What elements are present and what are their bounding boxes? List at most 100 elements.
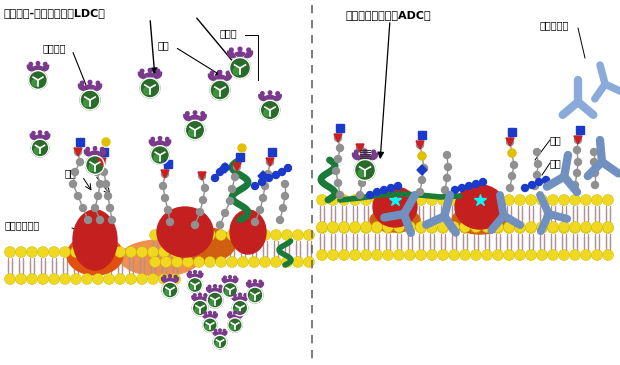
- Circle shape: [172, 257, 182, 268]
- Circle shape: [580, 223, 591, 234]
- Circle shape: [32, 131, 35, 135]
- Circle shape: [394, 182, 402, 189]
- Circle shape: [360, 168, 368, 174]
- Circle shape: [215, 329, 217, 332]
- Circle shape: [80, 90, 100, 110]
- Wedge shape: [206, 288, 213, 292]
- Circle shape: [239, 312, 241, 314]
- Circle shape: [234, 276, 236, 279]
- Text: 抗原: 抗原: [550, 158, 562, 168]
- Circle shape: [219, 329, 221, 331]
- Polygon shape: [506, 138, 514, 146]
- Circle shape: [418, 177, 425, 184]
- Circle shape: [327, 222, 339, 233]
- Circle shape: [254, 280, 257, 283]
- Circle shape: [394, 223, 404, 234]
- Wedge shape: [265, 95, 275, 100]
- Circle shape: [211, 174, 218, 181]
- Circle shape: [207, 292, 223, 308]
- Wedge shape: [156, 141, 164, 145]
- Circle shape: [45, 131, 48, 135]
- Wedge shape: [36, 134, 44, 139]
- Circle shape: [281, 192, 288, 200]
- Bar: [100, 148, 108, 156]
- Circle shape: [415, 223, 427, 234]
- Circle shape: [533, 172, 541, 178]
- Wedge shape: [212, 314, 218, 318]
- Ellipse shape: [67, 235, 123, 275]
- Circle shape: [4, 273, 16, 284]
- Circle shape: [247, 287, 263, 303]
- Circle shape: [37, 62, 40, 65]
- Circle shape: [503, 222, 515, 233]
- Circle shape: [229, 312, 232, 314]
- Circle shape: [580, 195, 591, 205]
- Circle shape: [267, 158, 273, 165]
- Circle shape: [86, 155, 104, 174]
- Circle shape: [591, 250, 603, 261]
- Circle shape: [69, 181, 76, 188]
- Circle shape: [471, 250, 482, 261]
- Wedge shape: [84, 150, 92, 156]
- Circle shape: [360, 250, 371, 261]
- Circle shape: [94, 169, 100, 176]
- Circle shape: [580, 222, 591, 233]
- Circle shape: [223, 329, 226, 332]
- Circle shape: [316, 195, 327, 205]
- Circle shape: [205, 257, 216, 268]
- Circle shape: [293, 230, 304, 241]
- Wedge shape: [203, 314, 208, 318]
- Circle shape: [383, 223, 394, 234]
- Circle shape: [404, 250, 415, 261]
- Circle shape: [482, 222, 492, 233]
- Wedge shape: [202, 296, 208, 301]
- Circle shape: [161, 257, 172, 268]
- Circle shape: [591, 223, 603, 234]
- Circle shape: [239, 293, 241, 296]
- Wedge shape: [162, 277, 168, 283]
- Circle shape: [542, 177, 549, 184]
- Circle shape: [441, 187, 448, 193]
- Circle shape: [198, 271, 202, 274]
- Wedge shape: [259, 95, 267, 100]
- Circle shape: [257, 207, 264, 214]
- Circle shape: [205, 324, 210, 330]
- Circle shape: [81, 273, 92, 284]
- Circle shape: [337, 192, 343, 199]
- Wedge shape: [172, 277, 179, 283]
- Circle shape: [71, 169, 79, 176]
- Circle shape: [591, 169, 598, 177]
- Circle shape: [27, 246, 37, 257]
- Circle shape: [238, 47, 242, 51]
- Circle shape: [559, 195, 570, 205]
- Wedge shape: [251, 283, 259, 287]
- Circle shape: [281, 257, 293, 268]
- Circle shape: [591, 181, 598, 188]
- Circle shape: [223, 283, 237, 297]
- Wedge shape: [187, 273, 193, 278]
- Circle shape: [438, 222, 448, 233]
- Text: レクチン: レクチン: [43, 43, 66, 53]
- Polygon shape: [98, 158, 106, 166]
- Bar: [164, 160, 172, 168]
- Circle shape: [213, 89, 221, 96]
- Circle shape: [438, 250, 448, 261]
- Circle shape: [418, 152, 426, 160]
- Circle shape: [448, 223, 459, 234]
- Polygon shape: [258, 171, 268, 181]
- Circle shape: [371, 195, 383, 205]
- Circle shape: [97, 216, 104, 223]
- Wedge shape: [217, 332, 223, 335]
- Ellipse shape: [157, 207, 213, 257]
- Circle shape: [60, 273, 71, 284]
- Circle shape: [228, 318, 242, 332]
- Wedge shape: [228, 51, 236, 58]
- Wedge shape: [149, 140, 157, 146]
- Circle shape: [466, 182, 472, 189]
- Polygon shape: [220, 163, 230, 173]
- Circle shape: [237, 257, 249, 268]
- Circle shape: [591, 222, 603, 233]
- Wedge shape: [208, 74, 216, 80]
- Wedge shape: [352, 153, 361, 160]
- Circle shape: [273, 172, 280, 178]
